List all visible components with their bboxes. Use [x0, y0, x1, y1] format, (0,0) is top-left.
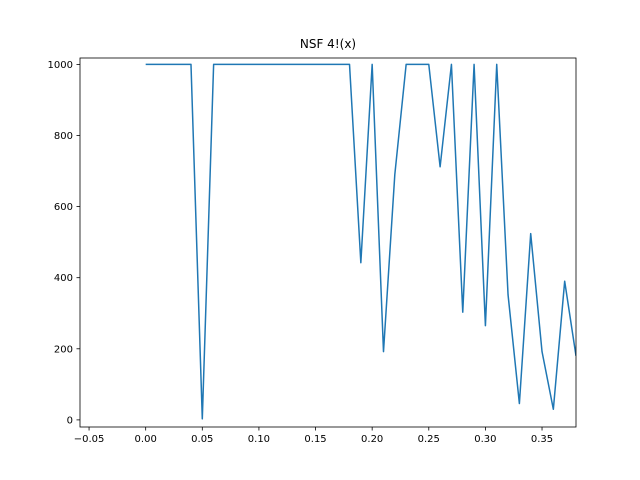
y-tick-label: 1000 — [48, 60, 73, 71]
x-axis: −0.05 0.00 0.05 0.10 0.15 0.20 0.25 0.30 0.35 — [74, 427, 553, 445]
x-tick-label: 0.00 — [135, 434, 157, 445]
chart-title: NSF 4!(x) — [300, 37, 356, 51]
y-tick-label: 0 — [67, 415, 73, 426]
x-tick-label: 0.25 — [418, 434, 440, 445]
y-tick-label: 600 — [54, 202, 73, 213]
x-tick-label: 0.35 — [531, 434, 553, 445]
x-tick-label: 0.05 — [191, 434, 213, 445]
plot-frame — [79, 57, 577, 428]
y-tick-label: 200 — [54, 344, 73, 355]
x-tick-label: 0.10 — [248, 434, 270, 445]
y-tick-label: 400 — [54, 273, 73, 284]
x-tick-label: 0.30 — [474, 434, 496, 445]
y-axis: 0 200 400 600 800 1000 — [48, 60, 80, 426]
y-tick-label: 800 — [54, 131, 73, 142]
series-line — [145, 63, 576, 420]
x-tick-label: −0.05 — [74, 434, 105, 445]
x-tick-label: 0.15 — [304, 434, 326, 445]
x-tick-label: 0.20 — [361, 434, 383, 445]
plot-area — [79, 57, 577, 428]
